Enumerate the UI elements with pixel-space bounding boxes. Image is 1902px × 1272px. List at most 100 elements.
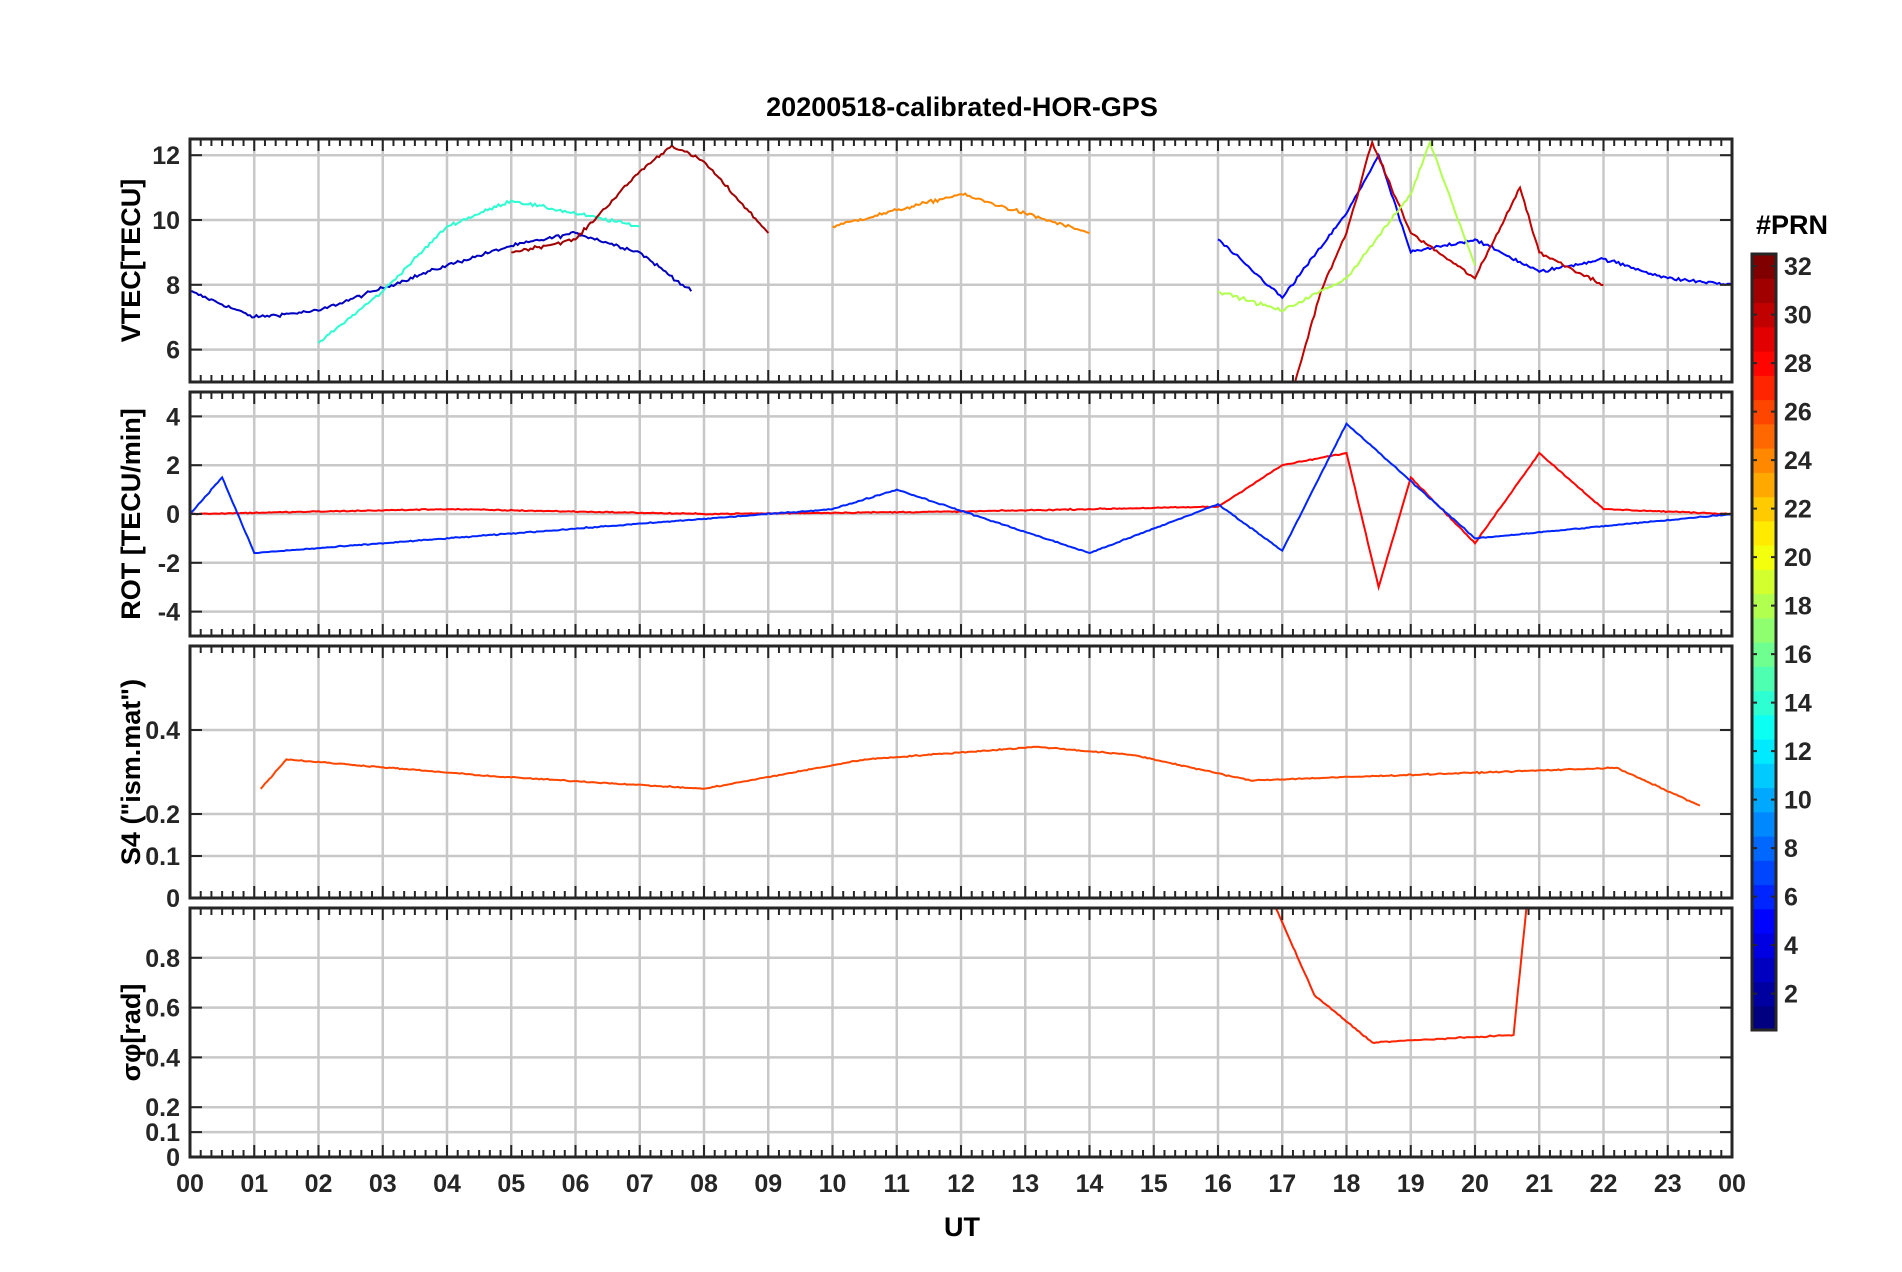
colorbar-tick-label: 16: [1784, 641, 1812, 669]
x-tick-label: 15: [1140, 1170, 1168, 1198]
series-prn-18: [1217, 139, 1476, 312]
colorbar-segment: [1752, 423, 1776, 449]
colorbar-tick-label: 18: [1784, 593, 1812, 621]
y-tick-label: 0.2: [145, 1094, 180, 1122]
x-tick-label: 21: [1525, 1170, 1553, 1198]
plot-frame: [188, 390, 1734, 638]
series-prn-3: [190, 230, 693, 319]
x-tick-label: 04: [433, 1170, 461, 1198]
x-tick-label: 14: [1076, 1170, 1104, 1198]
y-tick-label: 0.1: [145, 843, 180, 871]
x-axis: 00 01 02 03 04 05 06 07 08 09 10 11 12 13 14 15 16 17 18 19…: [176, 1170, 1746, 1198]
y-axis-label-vtec: VTEC[TECU]: [116, 179, 146, 343]
y-tick-label: 0.1: [145, 1119, 180, 1147]
y-tick-label: 12: [152, 142, 180, 170]
panel-rot: -4 -2 0 2 4 ROT [TECU/min]: [116, 390, 1734, 638]
colorbar-segment: [1752, 278, 1776, 304]
colorbar-tick-label: 4: [1784, 932, 1798, 960]
series-group: [1274, 908, 1528, 1045]
y-axis-label-rot: ROT [TECU/min]: [116, 408, 146, 619]
colorbar-tick-label: 20: [1784, 544, 1812, 572]
figure-title: 20200518-calibrated-HOR-GPS: [766, 92, 1158, 122]
panel-s4: 0 0.1 0.2 0.4S4 ("ism.mat"): [116, 644, 1734, 913]
x-tick-label: 06: [562, 1170, 590, 1198]
colorbar-segment: [1752, 666, 1776, 692]
x-tick-label: 00: [176, 1170, 204, 1198]
colorbar-segment: [1752, 908, 1776, 934]
colorbar-segment: [1752, 569, 1776, 595]
series-group: [259, 745, 1701, 807]
y-tick-label: 0.6: [145, 995, 180, 1023]
series-prn-26: [259, 745, 1701, 807]
y-tick-label: 4: [166, 403, 180, 431]
y-tick-label: 0.8: [145, 945, 180, 973]
y-tick-label: 0: [166, 885, 180, 913]
y-tick-label: 8: [166, 272, 180, 300]
x-tick-label: 17: [1268, 1170, 1296, 1198]
colorbar-tick-label: 12: [1784, 738, 1812, 766]
x-tick-label: 02: [305, 1170, 333, 1198]
series-prn-27: [1274, 908, 1528, 1045]
y-tick-label: 10: [152, 207, 180, 235]
series-prn-5: [1217, 152, 1732, 300]
x-tick-label: 07: [626, 1170, 654, 1198]
x-tick-label: 12: [947, 1170, 975, 1198]
colorbar-label: #PRN: [1756, 210, 1828, 240]
series-group: [190, 139, 1732, 382]
x-tick-label: 01: [240, 1170, 268, 1198]
y-tick-label: 0.2: [145, 801, 180, 829]
colorbar-tick-label: 32: [1784, 253, 1812, 281]
colorbar-tick-label: 10: [1784, 787, 1812, 815]
colorbar-tick-label: 30: [1784, 302, 1812, 330]
x-tick-label: 11: [884, 1170, 911, 1198]
colorbar-tick-label: 8: [1784, 835, 1798, 863]
y-tick-label: 0: [166, 501, 180, 529]
y-tick-label: 6: [166, 337, 180, 365]
y-tick-label: -4: [158, 599, 180, 627]
y-axis-label-s4: S4 ("ism.mat"): [116, 679, 146, 865]
colorbar-segment: [1752, 520, 1776, 546]
series-prn-30: [1294, 139, 1604, 382]
colorbar-segment: [1752, 617, 1776, 643]
x-axis-label: UT: [944, 1212, 980, 1242]
colorbar-segment: [1752, 763, 1776, 789]
plot-frame: [188, 137, 1734, 384]
colorbar-segment: [1752, 472, 1776, 498]
x-tick-label: 03: [369, 1170, 397, 1198]
colorbar-tick-label: 24: [1784, 447, 1812, 475]
plot-frame: [188, 644, 1734, 900]
x-tick-label: 22: [1590, 1170, 1618, 1198]
series-prn-31: [511, 144, 770, 254]
colorbar-tick-label: 14: [1784, 690, 1812, 718]
colorbar-tick-label: 28: [1784, 350, 1812, 378]
y-tick-label: -2: [158, 550, 180, 578]
colorbar-frame: [1750, 252, 1778, 1032]
y-axis-label-sigma_phi: σφ[rad]: [116, 984, 146, 1082]
series-group: [190, 422, 1732, 592]
colorbar-segment: [1752, 1005, 1776, 1031]
colorbar-segment: [1752, 957, 1776, 983]
y-tick-label: 0: [166, 1144, 180, 1172]
series-prn-6: [190, 422, 1732, 555]
y-tick-label: 0.4: [145, 717, 180, 745]
colorbar-tick-label: 22: [1784, 496, 1812, 524]
colorbar-segment: [1752, 811, 1776, 837]
colorbar-segment: [1752, 326, 1776, 352]
x-tick-label: 19: [1397, 1170, 1425, 1198]
x-tick-label: 23: [1654, 1170, 1682, 1198]
x-tick-label: 00: [1718, 1170, 1746, 1198]
plot-frame: [188, 906, 1734, 1159]
y-tick-label: 0.4: [145, 1044, 180, 1072]
x-tick-label: 09: [754, 1170, 782, 1198]
colorbar-segment: [1752, 375, 1776, 401]
x-tick-label: 05: [497, 1170, 525, 1198]
x-tick-label: 13: [1011, 1170, 1039, 1198]
x-tick-label: 18: [1333, 1170, 1361, 1198]
colorbar-tick-label: 2: [1784, 981, 1798, 1009]
x-tick-label: 08: [690, 1170, 718, 1198]
colorbar-segment: [1752, 860, 1776, 886]
